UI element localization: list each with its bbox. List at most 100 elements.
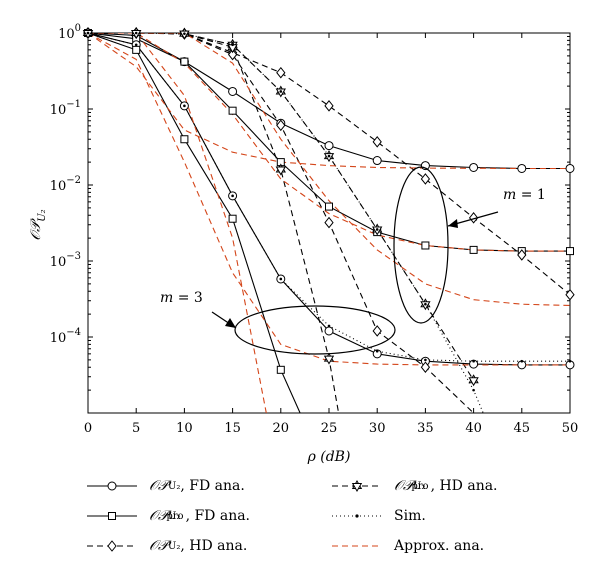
series-point-diamond	[468, 212, 479, 224]
series-line	[88, 33, 570, 307]
legend-symbol: 𝒪𝒫	[149, 508, 168, 524]
legend-subscript: U₂	[167, 480, 181, 492]
legend-item: Sim.	[330, 508, 426, 524]
series-line	[88, 33, 570, 252]
series-point-dot	[183, 104, 186, 108]
series-point-dot	[231, 194, 234, 198]
series-point-diamond	[324, 216, 334, 229]
annotations: m = 1 m = 3	[160, 166, 546, 355]
m3-ellipse	[234, 305, 396, 355]
series-point-diamond	[420, 361, 431, 374]
legend-text: , HD ana.	[430, 478, 498, 494]
series-point-dot	[375, 228, 379, 231]
legend-item: 𝒪𝒫 U₂ pro, HD ana.	[330, 478, 498, 494]
legend-item: 𝒪𝒫 U₂, FD ana.	[85, 478, 245, 494]
x-tick-label: 45	[514, 421, 531, 436]
series-point-diamond	[324, 100, 334, 112]
x-tick-label: 10	[176, 421, 193, 436]
legend-swatch	[87, 540, 137, 552]
m3-label: m = 3	[160, 290, 203, 306]
outage-probability-chart: 0 5 10 15 20 25 30 35 40 45 5010010−110−210−310−4 …	[28, 23, 579, 465]
m1-ellipse	[393, 166, 449, 324]
series-point-dot	[424, 302, 427, 306]
series-point-dot	[134, 43, 138, 47]
series-line	[88, 33, 301, 413]
legend-swatch	[332, 514, 382, 518]
series-point-dot	[134, 31, 138, 35]
series-point-square	[228, 106, 237, 115]
series-point-circle	[324, 141, 334, 151]
legend-marker	[355, 514, 359, 518]
series-point-circle	[372, 156, 382, 166]
legend-text: , HD ana.	[180, 538, 248, 554]
y-tick-label: 10−4	[50, 327, 81, 346]
x-axis-label: ρ (dB)	[307, 449, 351, 465]
series-point-square	[325, 202, 333, 211]
series-point-diamond	[372, 136, 382, 148]
series-point-diamond	[227, 48, 238, 61]
svg-text:𝒪𝒫U₂: 𝒪𝒫U₂	[28, 209, 48, 240]
series-point-dot	[183, 32, 186, 35]
y-tick-label: 100	[58, 23, 81, 42]
x-tick-label: 30	[369, 421, 386, 436]
legend-item: Approx. ana.	[330, 538, 484, 554]
series-point-diamond	[276, 66, 286, 79]
y-tick-label: 10−3	[50, 251, 81, 270]
series-point-diamond	[276, 119, 286, 132]
series-point-dot	[568, 359, 572, 363]
series-point-dot	[472, 359, 475, 363]
y-tick-label: 10−2	[50, 175, 81, 194]
series-point-dot	[231, 43, 234, 47]
series-point-dot	[327, 324, 331, 328]
series-point-circle	[228, 86, 238, 96]
series-line	[88, 33, 570, 170]
series-point-diamond	[420, 173, 431, 185]
x-tick-label: 5	[132, 421, 140, 436]
series-markers	[82, 26, 575, 392]
series-point-star	[468, 377, 479, 387]
series-point-circle	[469, 162, 479, 172]
m1-label: m = 1	[503, 187, 546, 203]
legend-subscript: U₂	[167, 540, 181, 552]
x-tick-label: 20	[273, 421, 290, 436]
axis-ticks: 0 5 10 15 20 25 30 35 40 45 50 100 10−1 10−2 10−3 10−4	[50, 23, 579, 436]
series-point-square	[228, 214, 237, 223]
legend-symbol: 𝒪𝒫	[149, 478, 168, 494]
series-point-circle	[517, 163, 527, 173]
legend-subscript: U₂	[167, 510, 181, 522]
legend-item: 𝒪𝒫 U₂, HD ana.	[85, 538, 247, 554]
series-point-square	[108, 512, 116, 520]
legend-symbol: 𝒪𝒫	[394, 478, 413, 494]
series-point-dot	[279, 277, 283, 281]
series-point-dot	[520, 359, 524, 363]
legend-symbol: 𝒪𝒫	[149, 538, 168, 554]
x-tick-label: 15	[224, 421, 241, 436]
series-point-dot	[375, 349, 379, 353]
legend: 𝒪𝒫 U₂, FD ana. 𝒪𝒫 U₂ pro, FD ana. 𝒪𝒫 U₂, HD an…	[85, 478, 555, 574]
series-point-square	[421, 241, 430, 250]
m1-arrowhead	[448, 219, 458, 228]
legend-text: Approx. ana.	[394, 538, 485, 554]
series-point-star	[351, 483, 363, 493]
legend-swatch	[332, 545, 382, 547]
legend-superscript: pro	[411, 480, 429, 492]
series-point-star	[275, 166, 286, 176]
legend-text: Sim.	[394, 508, 426, 524]
series-point-square	[469, 245, 478, 254]
x-tick-label: 25	[321, 421, 338, 436]
series-point-square	[566, 247, 574, 256]
legend-swatch	[87, 512, 137, 520]
series-point-dot	[279, 90, 283, 93]
series-point-dot	[86, 31, 90, 35]
series-point-diamond	[107, 540, 117, 552]
legend-subscript: U₂	[412, 480, 426, 492]
series-point-diamond	[517, 249, 527, 261]
legend-item: 𝒪𝒫 U₂ pro, FD ana.	[85, 508, 250, 524]
x-tick-label: 50	[562, 421, 579, 436]
series-point-dot	[327, 154, 331, 158]
series-point-diamond	[565, 288, 575, 301]
legend-swatch	[332, 479, 382, 493]
series-point-square	[276, 365, 285, 374]
legend-text: , FD ana.	[185, 508, 251, 524]
y-axis-label: 𝒪𝒫U₂	[28, 209, 48, 240]
